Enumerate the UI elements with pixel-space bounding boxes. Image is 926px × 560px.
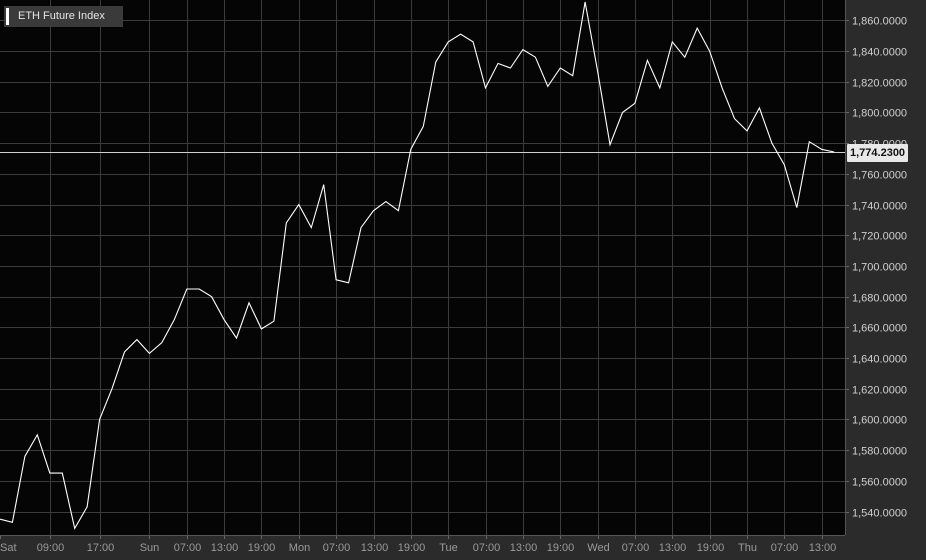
grid-lines: [0, 0, 845, 535]
x-tick-label: 07:00: [323, 542, 351, 554]
x-tick-label: Thu: [738, 542, 757, 554]
y-axis: 1,540.0000 1,560.0000 1,580.0000 1,600.0000…: [845, 16, 907, 520]
legend-swatch: [6, 8, 9, 25]
x-tick-label: 13:00: [809, 542, 837, 554]
x-tick-label: Mon: [289, 542, 310, 554]
y-tick-label: 1,660.0000: [852, 323, 907, 335]
x-tick-label: Sun: [140, 542, 160, 554]
x-tick-label: 19:00: [697, 542, 725, 554]
y-tick-label: 1,800.0000: [852, 108, 907, 120]
y-tick-label: 1,740.0000: [852, 201, 907, 213]
x-tick-label: 07:00: [771, 542, 799, 554]
y-tick-label: 1,560.0000: [852, 477, 907, 489]
y-tick-label: 1,600.0000: [852, 415, 907, 427]
legend-series-name: ETH Future Index: [18, 10, 105, 22]
plot-area: [0, 0, 845, 535]
x-tick-label: 19:00: [248, 542, 276, 554]
x-tick-label: 09:00: [37, 542, 65, 554]
y-tick-label: 1,540.0000: [852, 508, 907, 520]
y-tick-label: 1,720.0000: [852, 231, 907, 243]
x-tick-label: Tue: [439, 542, 458, 554]
y-tick-label: 1,580.0000: [852, 446, 907, 458]
x-tick-label: 13:00: [211, 542, 239, 554]
series-line-eth-future-index: [0, 1, 835, 530]
x-axis: Sat 09:00 17:00 Sun 07:00 13:00 19:00 Mon 07:00 1…: [0, 535, 836, 554]
y-tick-label: 1,640.0000: [852, 354, 907, 366]
x-tick-label: 17:00: [87, 542, 115, 554]
x-tick-label: 13:00: [510, 542, 538, 554]
x-tick-label: 13:00: [659, 542, 687, 554]
x-tick-label: 19:00: [547, 542, 575, 554]
x-tick-label: 07:00: [174, 542, 202, 554]
x-tick-label: 13:00: [361, 542, 389, 554]
y-tick-label: 1,620.0000: [852, 385, 907, 397]
last-price-tag: 1,774.2300: [847, 144, 909, 162]
y-tick-label: 1,820.0000: [852, 78, 907, 90]
x-tick-label: 07:00: [622, 542, 650, 554]
legend: ETH Future Index: [4, 6, 123, 27]
x-tick-label: 07:00: [473, 542, 501, 554]
y-tick-label: 1,860.0000: [852, 16, 907, 28]
y-tick-label: 1,700.0000: [852, 262, 907, 274]
x-tick-label: 19:00: [398, 542, 426, 554]
y-tick-label: 1,840.0000: [852, 47, 907, 59]
y-tick-label: 1,680.0000: [852, 293, 907, 305]
x-tick-label: Sat: [0, 542, 17, 554]
y-tick-label: 1,760.0000: [852, 170, 907, 182]
x-tick-label: Wed: [587, 542, 609, 554]
